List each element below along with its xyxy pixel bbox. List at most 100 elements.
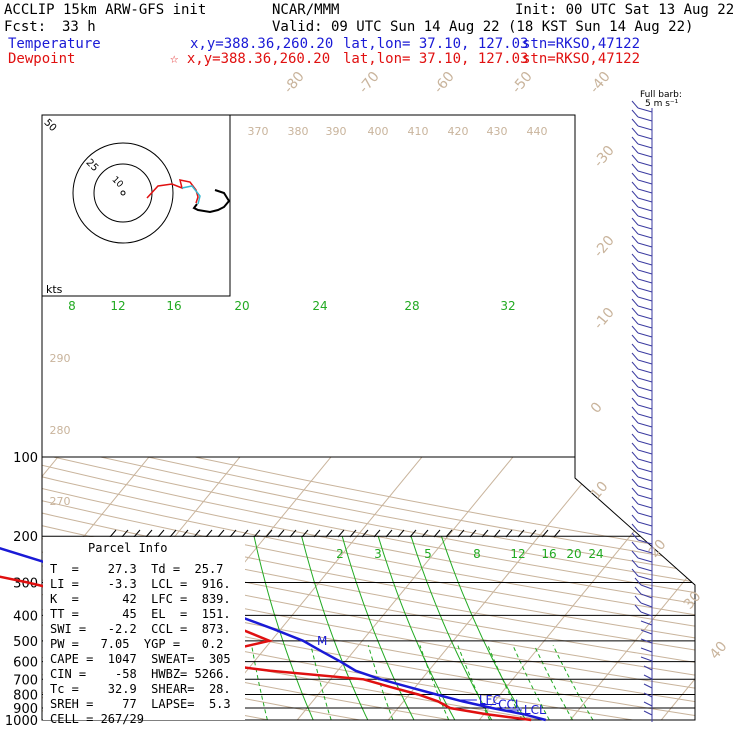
mixing-ratio-label-upper: 8 (68, 299, 76, 313)
wind-barb-flag (631, 289, 639, 298)
isotherm-label: -10 (591, 305, 618, 333)
wind-barb-flag (631, 415, 639, 424)
dewpoint-station: stn=RKSO,47122 (522, 51, 641, 67)
isotherm-line (387, 456, 605, 720)
dewpoint-profile (0, 575, 532, 722)
potential-temp-label: 430 (487, 125, 508, 138)
wind-barb-flag (631, 370, 639, 379)
wind-barb (637, 377, 653, 383)
isotherm-line (569, 456, 695, 720)
mixing-ratio-line (251, 645, 268, 720)
wind-barb (640, 620, 653, 626)
parcel-info-row: TT = 45 EL = 151. (50, 607, 231, 621)
wind-barb (637, 332, 653, 338)
mixing-ratio-label-lower: 20 (566, 547, 581, 561)
pressure-tick-label: 600 (13, 656, 38, 671)
freezing-level-tick (517, 529, 525, 538)
pressure-tick-label: 700 (13, 673, 38, 688)
valid-time: Valid: 09 UTC Sun 14 Aug 22 (18 KST Sun … (272, 19, 694, 35)
wind-barb-flag (631, 262, 639, 271)
wind-barb (637, 287, 653, 293)
freezing-level-tick (265, 529, 273, 538)
mixing-ratio-label-upper: 32 (500, 299, 515, 313)
freezing-level-tick (385, 529, 393, 538)
wind-barb-flag (631, 460, 639, 469)
freezing-level-tick (301, 529, 309, 538)
wind-barb-flag (631, 442, 639, 451)
wind-barb-flag (631, 136, 639, 145)
wind-barb (637, 458, 653, 464)
isotherm-label: -70 (356, 69, 383, 97)
freezing-level-tick (445, 529, 453, 538)
isotherm-label: 10 (588, 479, 612, 503)
marker-label: CCL (498, 697, 522, 711)
wind-barb (637, 467, 653, 473)
wind-barb (637, 485, 653, 491)
mixing-ratio-label-lower: 3 (374, 547, 382, 561)
wind-barb (637, 404, 653, 410)
isotherm-label: -50 (509, 69, 536, 97)
freezing-level-tick (541, 529, 549, 538)
mixing-ratio-label-lower: 8 (473, 547, 481, 561)
wind-barb-flag (631, 568, 639, 577)
pressure-tick-label: 100 (13, 451, 38, 466)
wind-barb (637, 242, 653, 248)
freezing-level-tick (421, 529, 429, 538)
isotherm-label: -80 (281, 69, 308, 97)
wind-barb-flag (631, 298, 639, 307)
pressure-tick-label: 900 (13, 702, 38, 717)
wind-barb (640, 611, 653, 617)
wind-barb-flag (631, 244, 639, 253)
freezing-level-tick (433, 529, 441, 538)
forecast-hour-label: Fcst: (4, 19, 47, 35)
wind-barb (637, 323, 653, 329)
mixing-ratio-line (419, 645, 450, 720)
pressure-tick-label: 400 (13, 609, 38, 624)
dry-adiabat-line (42, 456, 633, 720)
wind-barb-flag (631, 163, 639, 172)
wind-barb-flag (631, 145, 639, 154)
dry-adiabat-line (42, 456, 695, 720)
wind-barb (637, 143, 653, 149)
temperature-station: stn=RKSO,47122 (522, 36, 641, 52)
wind-barb-flag (631, 514, 639, 523)
wind-barb (637, 449, 653, 455)
wind-barb (637, 188, 653, 194)
wind-barb (637, 251, 653, 257)
wind-barb (640, 638, 653, 644)
mixing-ratio-label-lower: 2 (336, 547, 344, 561)
wind-barb-flag (631, 550, 639, 559)
potential-temp-label: 370 (248, 125, 269, 138)
freezing-level-tick (457, 529, 465, 538)
wind-barb (640, 656, 653, 662)
wind-barb-flag (631, 379, 639, 388)
potential-temp-label: 390 (326, 125, 347, 138)
wind-barb (637, 215, 653, 221)
freezing-level-tick (145, 529, 153, 538)
wind-barb (637, 206, 653, 212)
temperature-profile (0, 546, 547, 722)
barb-unit: 5 m s⁻¹ (645, 99, 679, 109)
wind-barb (643, 710, 653, 716)
freezing-level-tick (505, 529, 513, 538)
wind-barb (637, 548, 653, 554)
isotherm-label: 0 (588, 399, 606, 416)
freezing-level-tick (373, 529, 381, 538)
wind-barb-flag (631, 487, 639, 496)
wind-barb (637, 368, 653, 374)
model-title: ACCLIP 15km ARW-GFS init (4, 2, 207, 18)
freezing-level-tick (313, 529, 321, 538)
wind-barb-flag (631, 226, 639, 235)
mixing-ratio-label-lower: 5 (424, 547, 432, 561)
wind-barb (637, 494, 653, 500)
moist-adiabat-line (253, 536, 314, 720)
wind-barb-flag (631, 523, 639, 532)
wind-barb (637, 314, 653, 320)
wind-barb (637, 575, 653, 581)
freezing-level-tick (277, 529, 285, 538)
wind-barb (637, 566, 653, 572)
hodograph-center (120, 190, 126, 196)
dry-adiabat-line (42, 456, 695, 720)
wind-barb (640, 629, 653, 635)
forecast-hour-value: 33 h (62, 19, 96, 35)
